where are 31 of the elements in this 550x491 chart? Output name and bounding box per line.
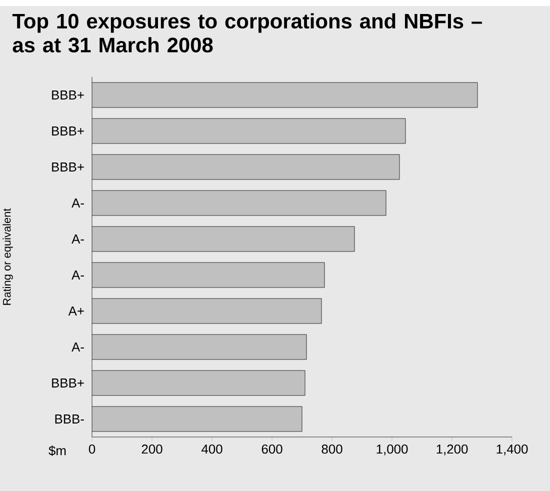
y-tick-label: A- [72,198,84,208]
x-tick-label: 1,400 [496,444,528,456]
x-tick-label: 0 [88,444,96,454]
x-tick-label: 600 [262,444,282,454]
bar [92,406,302,432]
y-tick-label: BBB- [55,414,84,424]
x-tick-label: 1,200 [436,444,468,456]
bar [92,190,386,216]
bar [92,262,325,288]
chart-title: Top 10 exposures to corporations and NBFIs – as at 31 March 2008 [12,13,482,52]
y-tick-label: A- [72,270,84,280]
y-tick-label: BBB+ [52,90,84,100]
x-axis-title: $m [48,446,66,456]
bar [92,154,400,180]
y-tick-label: A+ [68,306,84,316]
bar [92,118,406,144]
y-tick-label: A- [72,234,84,244]
x-tick-label: 400 [202,444,222,454]
y-tick-label: BBB+ [52,126,84,136]
x-tick-label: 200 [142,444,162,454]
x-tick-label: 800 [322,444,342,454]
bar [92,298,322,324]
y-axis-title: Rating or equivalent [2,208,13,305]
bar [92,334,307,360]
bar [92,370,306,396]
y-tick-label: BBB+ [52,378,84,388]
bar [92,226,355,252]
x-tick-label: 1,000 [376,444,408,456]
y-tick-label: A- [72,342,84,352]
y-tick-label: BBB+ [52,162,84,172]
bar [92,82,478,108]
